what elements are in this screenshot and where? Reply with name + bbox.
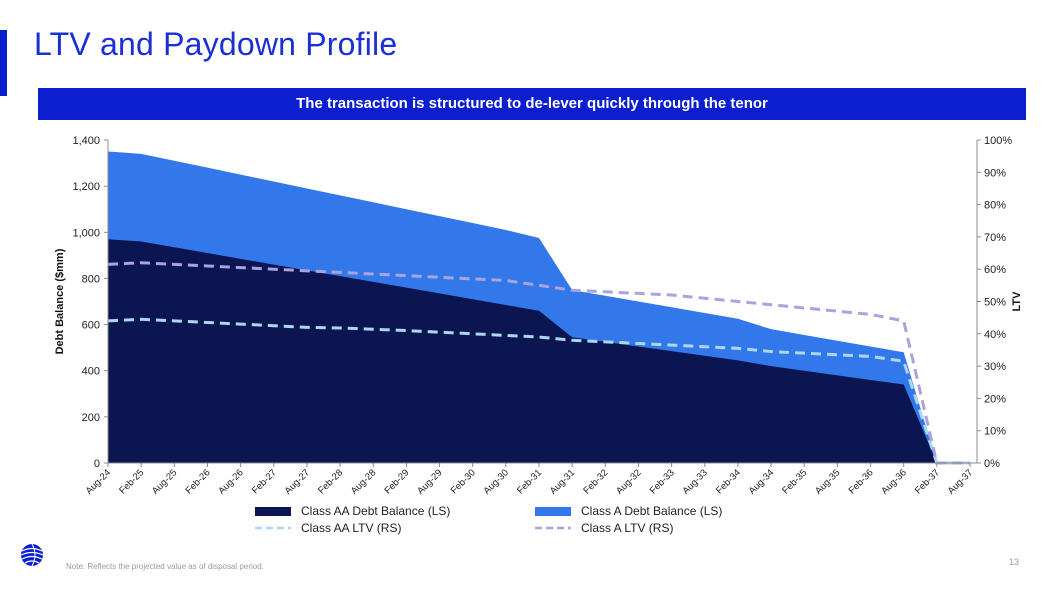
- x-tick-label: Feb-34: [714, 467, 743, 496]
- left-tick-label: 800: [82, 273, 100, 285]
- x-tick-label: Aug-35: [813, 467, 842, 496]
- left-tick-label: 0: [94, 458, 100, 470]
- page-number: 13: [1009, 557, 1020, 567]
- x-tick-label: Aug-32: [614, 467, 643, 496]
- left-tick-label: 1,200: [72, 181, 100, 193]
- x-tick-label: Aug-30: [482, 467, 511, 496]
- left-tick-label: 1,400: [72, 135, 100, 147]
- x-tick-label: Feb-35: [780, 467, 809, 496]
- x-tick-label: Feb-36: [847, 467, 876, 496]
- page-title: LTV and Paydown Profile: [34, 26, 398, 62]
- right-tick-label: 40%: [984, 329, 1006, 341]
- x-tick-label: Aug-27: [283, 467, 312, 496]
- x-tick-label: Feb-27: [250, 467, 279, 496]
- globe-logo-icon: [18, 542, 46, 568]
- right-tick-label: 70%: [984, 232, 1006, 244]
- x-tick-label: Aug-34: [747, 467, 776, 496]
- x-tick-label: Feb-30: [449, 467, 478, 496]
- right-tick-label: 60%: [984, 264, 1006, 276]
- x-tick-label: Aug-28: [349, 467, 378, 496]
- y-right-axis-title: LTV: [1011, 291, 1023, 312]
- right-tick-label: 30%: [984, 361, 1006, 373]
- x-tick-label: Feb-25: [117, 467, 146, 496]
- x-tick-label: Feb-28: [316, 467, 345, 496]
- x-tick-label: Aug-31: [548, 467, 577, 496]
- x-tick-label: Feb-37: [913, 467, 942, 496]
- right-tick-label: 90%: [984, 167, 1006, 179]
- right-tick-label: 10%: [984, 426, 1006, 438]
- x-tick-label: Aug-25: [150, 467, 179, 496]
- legend-swatch: [255, 507, 291, 516]
- x-tick-label: Aug-33: [680, 467, 709, 496]
- right-tick-label: 100%: [984, 135, 1012, 147]
- class-aa-balance-area: [108, 239, 970, 463]
- left-tick-label: 1,000: [72, 227, 100, 239]
- right-tick-label: 50%: [984, 297, 1006, 309]
- x-tick-label: Feb-33: [648, 467, 677, 496]
- x-tick-label: Aug-29: [415, 467, 444, 496]
- x-tick-label: Feb-26: [184, 467, 213, 496]
- left-tick-label: 200: [82, 412, 100, 424]
- legend-swatch: [535, 507, 571, 516]
- legend-label: Class A LTV (RS): [581, 521, 673, 535]
- left-tick-label: 600: [82, 320, 100, 332]
- x-tick-label: Feb-32: [581, 467, 610, 496]
- legend-label: Class AA LTV (RS): [301, 521, 401, 535]
- x-tick-label: Feb-31: [515, 467, 544, 496]
- right-tick-label: 80%: [984, 200, 1006, 212]
- y-axis-title: Debt Balance ($mm): [54, 248, 66, 354]
- x-tick-label: Aug-24: [84, 467, 113, 496]
- left-tick-label: 400: [82, 366, 100, 378]
- legend-label: Class AA Debt Balance (LS): [301, 504, 450, 518]
- right-tick-label: 20%: [984, 393, 1006, 405]
- x-tick-label: Aug-37: [946, 467, 975, 496]
- x-tick-label: Aug-36: [879, 467, 908, 496]
- subtitle-banner: The transaction is structured to de-leve…: [38, 88, 1026, 120]
- right-tick-label: 0%: [984, 458, 1000, 470]
- legend-label: Class A Debt Balance (LS): [581, 504, 722, 518]
- x-tick-label: Aug-26: [216, 467, 245, 496]
- class-a-ltv-line: [107, 261, 970, 465]
- x-tick-label: Feb-29: [382, 467, 411, 496]
- title-accent-bar: [0, 30, 7, 96]
- footnote: Note: Reflects the projected value as of…: [66, 562, 264, 571]
